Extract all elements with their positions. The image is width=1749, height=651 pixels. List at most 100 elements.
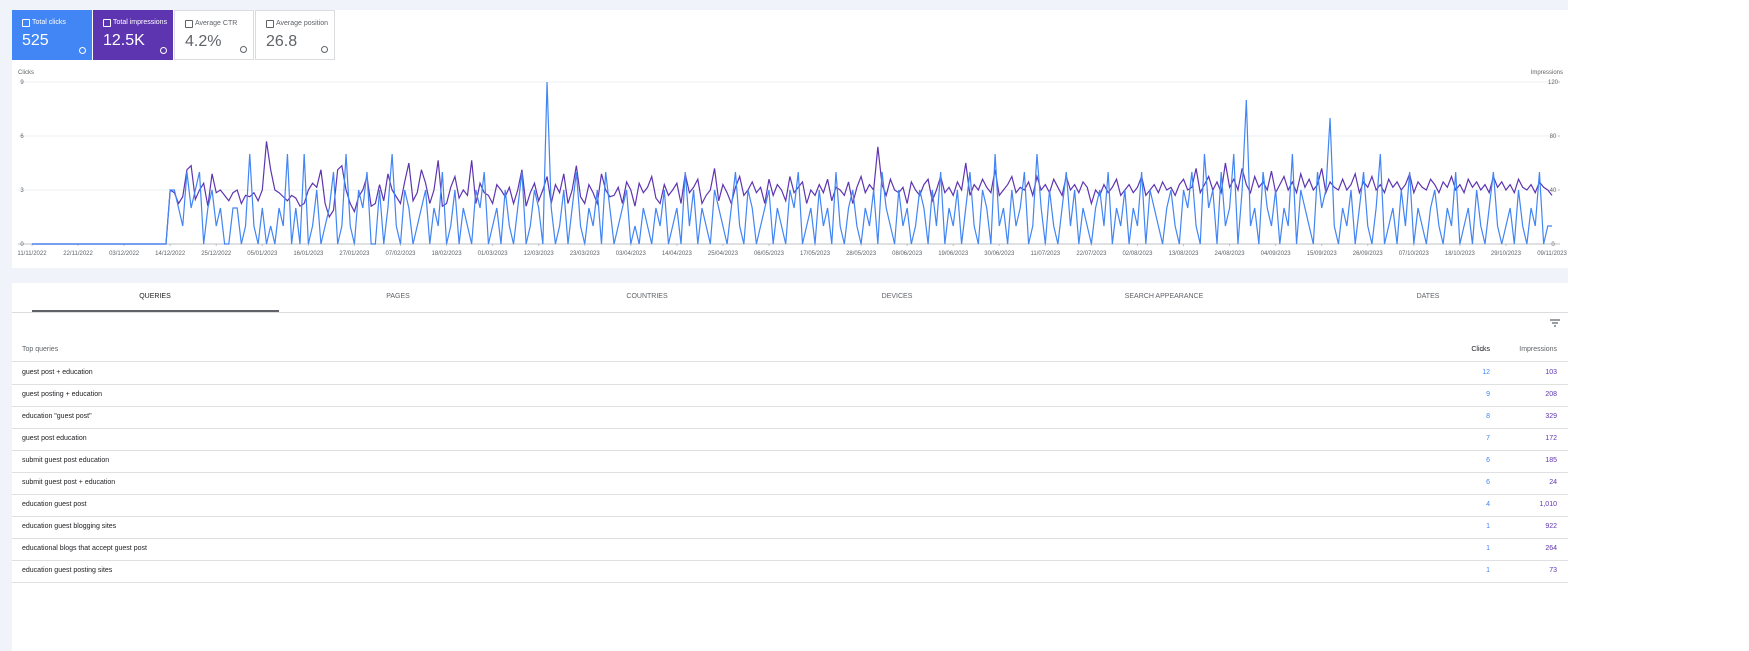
y-tick-label: 0 (20, 242, 24, 248)
x-tick-label: 25/12/2022 (201, 251, 232, 257)
x-tick-label: 02/08/2023 (1122, 251, 1153, 257)
x-tick-label: 18/02/2023 (432, 251, 463, 257)
divider (12, 312, 1568, 313)
impressions: 185 (1545, 457, 1557, 464)
x-tick-label: 06/05/2023 (754, 251, 785, 257)
tab[interactable]: DATES (1416, 293, 1440, 300)
x-tick-label: 14/04/2023 (662, 251, 693, 257)
checkbox (266, 20, 274, 28)
tab[interactable]: DEVICES (881, 293, 913, 300)
impressions: 264 (1545, 545, 1557, 552)
table-row[interactable]: education guest blogging sites 1 922 (12, 516, 1568, 539)
x-tick-label: 14/12/2022 (155, 251, 186, 257)
x-tick-label: 04/09/2023 (1261, 251, 1292, 257)
table-header: Top queries ↓ Clicks Impressions (12, 339, 1568, 362)
clicks: 12 (1482, 369, 1490, 376)
y-axis-label: Clicks (18, 70, 34, 76)
metric-value: 525 (22, 32, 49, 49)
metric-value: 4.2% (185, 33, 222, 50)
x-tick-label: 03/12/2022 (109, 251, 140, 257)
x-tick-label: 03/04/2023 (616, 251, 647, 257)
x-tick-label: 07/02/2023 (385, 251, 416, 257)
x-tick-label: 22/11/2022 (63, 251, 93, 257)
x-tick-label: 18/10/2023 (1445, 251, 1476, 257)
header-cell: Clicks (1471, 346, 1490, 353)
table-row[interactable]: educational blogs that accept guest post… (12, 538, 1568, 561)
metric-card[interactable]: Average position 26.8 (255, 10, 335, 60)
help-icon (160, 47, 167, 54)
chart: Clicks Impressions 0 3 6 9 0 40 80 120 11/11/202… (17, 70, 1567, 257)
table-row[interactable]: guest posting + education 9 208 (12, 384, 1568, 407)
sort-arrow: ↓ (1480, 344, 1484, 353)
header-cell: Impressions (1519, 346, 1557, 353)
y2-tick-label: 120 (1548, 80, 1559, 86)
clicks: 1 (1486, 545, 1490, 552)
impressions: 1,010 (1539, 501, 1557, 508)
metric-label: Total clicks (32, 19, 66, 26)
metric-card[interactable]: Average CTR 4.2% (174, 10, 254, 60)
metric-label: Average position (276, 20, 329, 27)
table-row[interactable]: education "guest post" 8 329 (12, 406, 1568, 429)
x-tick-label: 24/08/2023 (1215, 251, 1246, 257)
tab-indicator (32, 310, 279, 312)
x-tick-label: 25/04/2023 (708, 251, 739, 257)
query: education "guest post" (22, 413, 92, 420)
header-cell: Top queries (22, 346, 59, 353)
query: education guest posting sites (22, 567, 113, 574)
tab[interactable]: PAGES (386, 293, 410, 300)
query: education guest blogging sites (22, 523, 117, 530)
x-tick-label: 08/06/2023 (892, 251, 923, 257)
impressions: 922 (1545, 523, 1557, 530)
metric-value: 12.5K (103, 32, 145, 49)
x-tick-label: 30/06/2023 (984, 251, 1015, 257)
table-row[interactable]: education guest post 4 1,010 (12, 494, 1568, 517)
x-tick-label: 23/03/2023 (570, 251, 601, 257)
table-row[interactable]: guest post + education 12 103 (12, 362, 1568, 385)
query: submit guest post + education (22, 479, 116, 486)
x-tick-label: 22/07/2023 (1076, 251, 1107, 257)
x-tick-label: 11/11/2022 (17, 251, 47, 257)
x-tick-label: 05/01/2023 (247, 251, 278, 257)
y-tick-label: 3 (20, 188, 24, 194)
x-tick-label: 27/01/2023 (339, 251, 370, 257)
x-tick-label: 29/10/2023 (1491, 251, 1522, 257)
impressions: 73 (1549, 567, 1557, 574)
x-tick-label: 16/01/2023 (293, 251, 324, 257)
x-tick-label: 11/07/2023 (1031, 251, 1061, 257)
y2-tick-label: 80 (1550, 134, 1557, 140)
impressions: 208 (1545, 391, 1557, 398)
clicks: 1 (1486, 567, 1490, 574)
tab[interactable]: QUERIES (139, 293, 171, 300)
filter-icon[interactable] (1549, 318, 1561, 328)
tab[interactable]: SEARCH APPEARANCE (1124, 293, 1204, 300)
y2-tick-label: 40 (1550, 188, 1557, 194)
metric-value: 26.8 (266, 33, 298, 50)
metric-card[interactable]: Total impressions 12.5K (93, 10, 173, 60)
impressions: 103 (1545, 369, 1557, 376)
table-row[interactable]: submit guest post + education 6 24 (12, 472, 1568, 495)
query: education guest post (22, 501, 87, 508)
x-tick-label: 01/03/2023 (478, 251, 509, 257)
help-icon (240, 46, 247, 53)
clicks: 6 (1486, 457, 1490, 464)
clicks: 9 (1486, 391, 1490, 398)
query: educational blogs that accept guest post (22, 545, 147, 552)
table-card (12, 283, 1568, 651)
x-tick-label: 19/06/2023 (938, 251, 969, 257)
clicks: 7 (1486, 435, 1490, 442)
query: submit guest post education (22, 457, 110, 464)
y2-tick-label: 0 (1551, 242, 1555, 248)
table-row[interactable]: guest post education 7 172 (12, 428, 1568, 451)
x-tick-label: 17/05/2023 (800, 251, 831, 257)
tab[interactable]: COUNTRIES (626, 293, 668, 300)
clicks: 1 (1486, 523, 1490, 530)
checkbox (22, 19, 30, 27)
metric-card[interactable]: Total clicks 525 (12, 10, 92, 60)
table-row[interactable]: education guest posting sites 1 73 (12, 560, 1568, 583)
table-row[interactable]: submit guest post education 6 185 (12, 450, 1568, 473)
query: guest post education (22, 435, 87, 442)
x-tick-label: 28/05/2023 (846, 251, 877, 257)
x-tick-label: 15/09/2023 (1307, 251, 1338, 257)
impressions: 329 (1545, 413, 1557, 420)
